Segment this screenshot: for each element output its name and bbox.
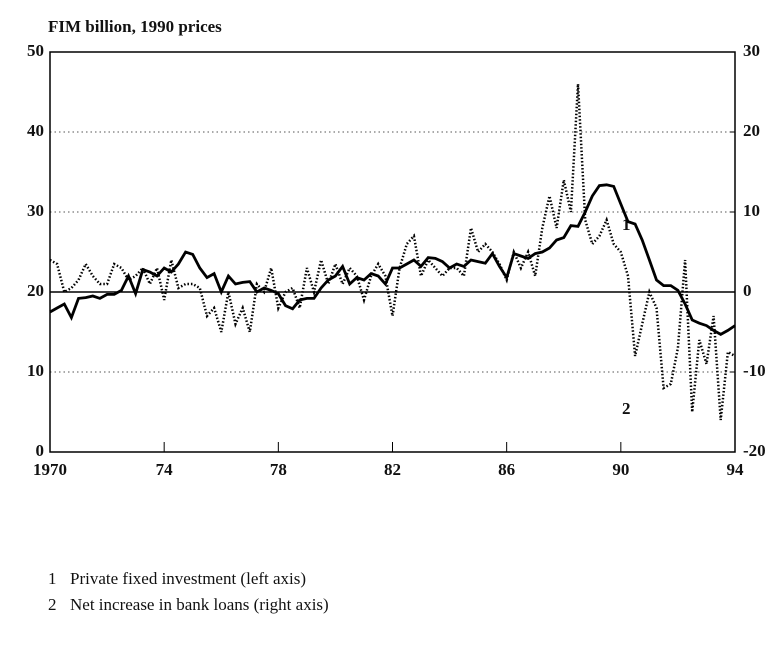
- plot-frame: [49, 51, 736, 453]
- y-tick-label: 40: [27, 121, 44, 140]
- y-tick-label: 20: [27, 281, 44, 300]
- y-tick-label: 50: [27, 41, 44, 60]
- legend-entry: Net increase in bank loans (right axis): [70, 595, 329, 614]
- y-tick-label: 0: [36, 441, 45, 460]
- y2-tick-label: 20: [743, 121, 760, 140]
- x-tick-label: 74: [156, 460, 174, 479]
- x-tick-label: 90: [612, 460, 629, 479]
- y-axis-label: FIM billion, 1990 prices: [48, 17, 222, 36]
- y2-tick-label: 0: [743, 281, 752, 300]
- series-line: [49, 183, 736, 337]
- x-tick-label: 86: [498, 460, 515, 479]
- legend-number: 2: [48, 595, 57, 614]
- series-annotation: 1: [622, 215, 631, 234]
- x-tick-label: 78: [270, 460, 287, 479]
- legend-entry: Private fixed investment (left axis): [70, 569, 306, 588]
- legend: 1 Private fixed investment (left axis) 2…: [48, 569, 329, 614]
- y2-tick-label: 30: [743, 41, 760, 60]
- x-tick-label: 94: [727, 460, 745, 479]
- y2-tick-label: -10: [743, 361, 766, 380]
- x-tick-label: 1970: [33, 460, 67, 479]
- legend-number: 1: [48, 569, 57, 588]
- y-tick-label: 10: [27, 361, 44, 380]
- y-tick-label: 30: [27, 201, 44, 220]
- series-annotation: 2: [622, 399, 631, 418]
- series-line: [49, 83, 736, 421]
- x-tick-label: 82: [384, 460, 401, 479]
- y2-tick-label: -20: [743, 441, 766, 460]
- y2-tick-label: 10: [743, 201, 760, 220]
